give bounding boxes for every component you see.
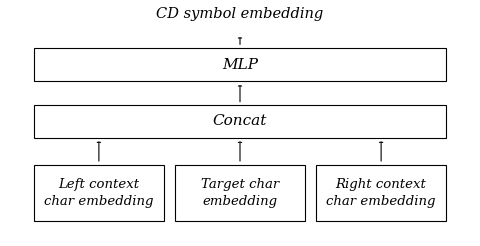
Text: Target char
embedding: Target char embedding (201, 178, 279, 208)
FancyBboxPatch shape (34, 48, 446, 81)
FancyBboxPatch shape (34, 105, 446, 138)
Text: MLP: MLP (222, 58, 258, 72)
FancyBboxPatch shape (175, 165, 305, 221)
FancyBboxPatch shape (316, 165, 446, 221)
Text: Right context
char embedding: Right context char embedding (326, 178, 436, 208)
Text: Left context
char embedding: Left context char embedding (44, 178, 154, 208)
Text: CD symbol embedding: CD symbol embedding (156, 7, 324, 20)
Text: Concat: Concat (213, 114, 267, 128)
FancyBboxPatch shape (34, 165, 164, 221)
